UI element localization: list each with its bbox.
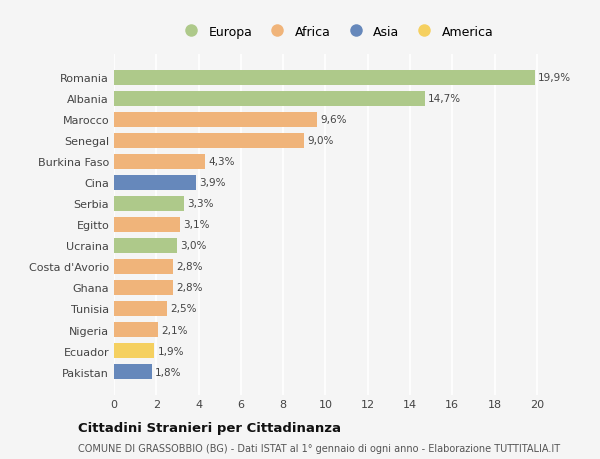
Text: 1,8%: 1,8%	[155, 367, 182, 377]
Bar	[114, 238, 178, 253]
Text: 2,5%: 2,5%	[170, 304, 197, 314]
Bar	[114, 154, 205, 169]
Bar	[114, 112, 317, 128]
Text: 4,3%: 4,3%	[208, 157, 235, 167]
Text: 3,0%: 3,0%	[181, 241, 207, 251]
Bar	[114, 343, 154, 358]
Bar	[114, 196, 184, 212]
Text: 3,3%: 3,3%	[187, 199, 214, 209]
Bar	[114, 259, 173, 274]
Bar	[114, 175, 196, 190]
Text: 2,8%: 2,8%	[176, 262, 203, 272]
Bar	[114, 91, 425, 106]
Bar	[114, 218, 179, 232]
Text: 9,0%: 9,0%	[307, 136, 334, 146]
Text: COMUNE DI GRASSOBBIO (BG) - Dati ISTAT al 1° gennaio di ogni anno - Elaborazione: COMUNE DI GRASSOBBIO (BG) - Dati ISTAT a…	[78, 443, 560, 453]
Bar	[114, 134, 304, 149]
Text: Cittadini Stranieri per Cittadinanza: Cittadini Stranieri per Cittadinanza	[78, 421, 341, 434]
Bar	[114, 301, 167, 316]
Text: 9,6%: 9,6%	[320, 115, 347, 125]
Legend: Europa, Africa, Asia, America: Europa, Africa, Asia, America	[173, 21, 499, 44]
Text: 2,1%: 2,1%	[161, 325, 188, 335]
Bar	[114, 71, 535, 86]
Text: 1,9%: 1,9%	[157, 346, 184, 356]
Text: 3,1%: 3,1%	[183, 220, 209, 230]
Bar	[114, 364, 152, 379]
Bar	[114, 322, 158, 337]
Text: 19,9%: 19,9%	[538, 73, 571, 83]
Text: 14,7%: 14,7%	[428, 94, 461, 104]
Bar	[114, 280, 173, 296]
Text: 2,8%: 2,8%	[176, 283, 203, 293]
Text: 3,9%: 3,9%	[200, 178, 226, 188]
